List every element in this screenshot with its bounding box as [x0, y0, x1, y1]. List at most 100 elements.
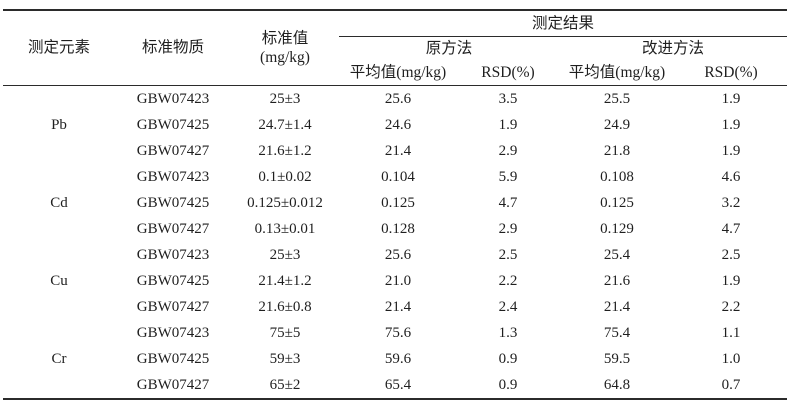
table-row: GBW07427 65±2 65.4 0.9 64.8 0.7 — [3, 372, 787, 399]
cell-element: Cu — [50, 273, 68, 289]
table-row: GBW07425 0.125±0.012 0.125 4.7 0.125 3.2 — [3, 190, 787, 216]
cell-original-mean: 75.6 — [384, 325, 412, 341]
cell-original-mean: 59.6 — [384, 351, 412, 367]
cell-improved-rsd: 1.9 — [721, 273, 741, 289]
cell-material: GBW07423 — [136, 91, 210, 107]
cell-element: Pb — [51, 117, 67, 133]
cell-original-rsd: 4.7 — [498, 195, 518, 211]
cell-standard-value: 21.6±0.8 — [258, 299, 312, 315]
table-header: 测定元素 标准物质 标准值 (mg/kg) 测定结果 原方法 改进方法 平均值(… — [3, 10, 788, 86]
table-row: GBW07425 21.4±1.2 21.0 2.2 21.6 1.9 — [3, 268, 787, 294]
cell-material: GBW07423 — [136, 325, 210, 341]
cell-improved-rsd: 2.2 — [721, 299, 741, 315]
cell-improved-mean: 24.9 — [603, 117, 631, 133]
cell-original-rsd: 1.3 — [498, 325, 518, 341]
header-method-original: 原方法 — [425, 40, 473, 58]
header-element: 测定元素 — [27, 39, 90, 57]
header-standard-value-unit: (mg/kg) — [260, 49, 310, 66]
cell-improved-rsd: 0.7 — [721, 377, 741, 393]
cell-improved-mean: 75.4 — [603, 325, 631, 341]
cell-improved-rsd: 3.2 — [721, 195, 741, 211]
cell-improved-rsd: 4.6 — [721, 169, 741, 185]
cell-improved-mean: 0.108 — [600, 169, 634, 185]
cell-original-mean: 25.6 — [384, 247, 412, 263]
cell-improved-rsd: 1.9 — [721, 91, 741, 107]
cell-original-mean: 21.4 — [384, 299, 412, 315]
cell-standard-value: 59±3 — [269, 351, 301, 367]
cell-improved-mean: 25.4 — [603, 247, 631, 263]
cell-standard-value: 24.7±1.4 — [258, 117, 312, 133]
table-row: GBW07425 24.7±1.4 24.6 1.9 24.9 1.9 — [3, 112, 787, 138]
cell-standard-value: 21.6±1.2 — [258, 143, 312, 159]
results-table: 测定元素 标准物质 标准值 (mg/kg) 测定结果 原方法 改进方法 平均值(… — [3, 9, 788, 400]
cell-element: Cr — [51, 351, 67, 367]
header-improved-mean: 平均值(mg/kg) — [568, 64, 666, 82]
cell-improved-rsd: 1.1 — [721, 325, 741, 341]
table-row: Cd GBW07423 0.1±0.02 0.104 5.9 0.108 4.6 — [3, 164, 787, 211]
cell-improved-rsd: 4.7 — [721, 221, 741, 237]
cell-original-rsd: 1.9 — [498, 117, 518, 133]
header-standard-value: 标准值 (mg/kg) — [231, 10, 339, 86]
cell-original-mean: 21.4 — [384, 143, 412, 159]
header-method-improved: 改进方法 — [642, 40, 705, 58]
cell-original-rsd: 2.2 — [498, 273, 518, 289]
cell-standard-value: 25±3 — [269, 247, 301, 263]
cell-improved-mean: 21.4 — [603, 299, 631, 315]
cell-material: GBW07425 — [136, 195, 210, 211]
cell-original-mean: 65.4 — [384, 377, 412, 393]
cell-material: GBW07425 — [136, 273, 210, 289]
header-improved-rsd: RSD(%) — [704, 64, 758, 82]
cell-material: GBW07427 — [136, 221, 210, 237]
header-original-mean: 平均值(mg/kg) — [349, 64, 447, 82]
cell-improved-mean: 0.129 — [600, 221, 634, 237]
cell-original-rsd: 2.9 — [498, 221, 518, 237]
cell-original-rsd: 3.5 — [498, 91, 518, 107]
cell-original-rsd: 2.9 — [498, 143, 518, 159]
table-row: Pb GBW07423 25±3 25.6 3.5 25.5 1.9 — [3, 86, 787, 133]
cell-standard-value: 0.1±0.02 — [258, 169, 312, 185]
cell-material: GBW07427 — [136, 299, 210, 315]
cell-improved-mean: 21.8 — [603, 143, 631, 159]
cell-improved-rsd: 2.5 — [721, 247, 741, 263]
table-row: GBW07427 21.6±0.8 21.4 2.4 21.4 2.2 — [3, 294, 787, 320]
cell-material: GBW07425 — [136, 117, 210, 133]
cell-original-mean: 0.128 — [381, 221, 415, 237]
table-row: Cu GBW07423 25±3 25.6 2.5 25.4 2.5 — [3, 242, 787, 289]
cell-standard-value: 75±5 — [269, 325, 301, 341]
cell-element: Cd — [50, 195, 68, 211]
header-result-group: 测定结果 — [339, 10, 788, 37]
cell-improved-rsd: 1.0 — [721, 351, 741, 367]
table-row: Cr GBW07423 75±5 75.6 1.3 75.4 1.1 — [3, 320, 787, 367]
cell-material: GBW07423 — [136, 169, 210, 185]
cell-original-rsd: 2.5 — [498, 247, 518, 263]
cell-original-rsd: 0.9 — [498, 351, 518, 367]
header-material: 标准物质 — [141, 39, 204, 57]
cell-improved-mean: 64.8 — [603, 377, 631, 393]
cell-original-mean: 25.6 — [384, 91, 412, 107]
cell-standard-value: 0.13±0.01 — [254, 221, 316, 237]
table-row: GBW07427 0.13±0.01 0.128 2.9 0.129 4.7 — [3, 216, 787, 242]
table-body: Pb GBW07423 25±3 25.6 3.5 25.5 1.9 GBW07… — [3, 86, 787, 400]
cell-standard-value: 65±2 — [269, 377, 301, 393]
table-row: GBW07427 21.6±1.2 21.4 2.9 21.8 1.9 — [3, 138, 787, 164]
cell-original-rsd: 2.4 — [498, 299, 518, 315]
table-row: GBW07425 59±3 59.6 0.9 59.5 1.0 — [3, 346, 787, 372]
cell-improved-rsd: 1.9 — [721, 143, 741, 159]
cell-material: GBW07423 — [136, 247, 210, 263]
cell-original-mean: 0.104 — [381, 169, 415, 185]
cell-standard-value: 25±3 — [269, 91, 301, 107]
cell-material: GBW07425 — [136, 351, 210, 367]
cell-improved-mean: 21.6 — [603, 273, 631, 289]
cell-standard-value: 21.4±1.2 — [258, 273, 312, 289]
header-standard-value-line1: 标准值 — [261, 29, 309, 47]
cell-original-mean: 21.0 — [384, 273, 412, 289]
cell-improved-rsd: 1.9 — [721, 117, 741, 133]
cell-original-mean: 0.125 — [381, 195, 415, 211]
cell-improved-mean: 25.5 — [603, 91, 631, 107]
cell-improved-mean: 59.5 — [603, 351, 631, 367]
cell-material: GBW07427 — [136, 143, 210, 159]
cell-material: GBW07427 — [136, 377, 210, 393]
cell-original-rsd: 5.9 — [498, 169, 518, 185]
cell-original-mean: 24.6 — [384, 117, 412, 133]
